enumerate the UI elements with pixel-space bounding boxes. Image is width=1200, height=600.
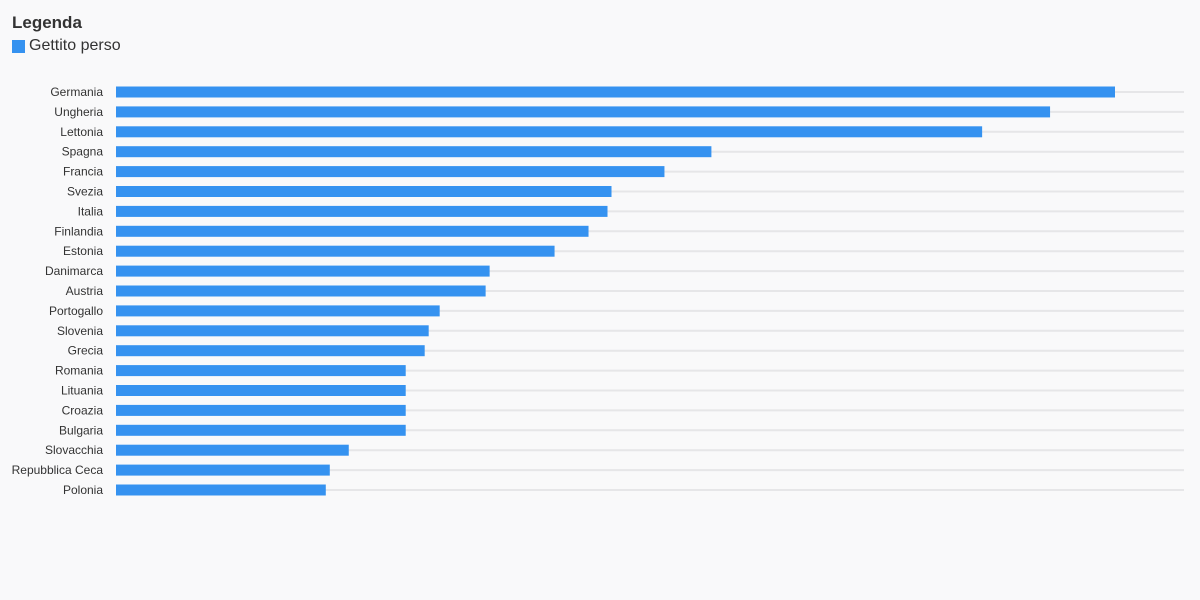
category-label: Bulgaria (59, 423, 103, 437)
category-label: Ungheria (54, 105, 103, 119)
legend-item-gettito-perso[interactable]: Gettito perso (12, 37, 121, 55)
category-label: Danimarca (45, 264, 103, 278)
category-label: Italia (78, 204, 104, 218)
category-label: Lettonia (60, 125, 103, 139)
bar-finlandia[interactable] (116, 225, 589, 237)
bar-spagna[interactable] (116, 146, 712, 158)
category-label: Polonia (63, 483, 103, 497)
bar-croazia[interactable] (116, 404, 406, 416)
legend: Legenda Gettito perso (12, 12, 121, 55)
category-labels: Germania Ungheria Lettonia Spagna Francia Sve… (12, 85, 104, 497)
category-label: Croazia (62, 403, 104, 417)
bar-lituania[interactable] (116, 385, 406, 396)
category-label: Svezia (67, 185, 103, 199)
bar-germania[interactable] (116, 86, 1115, 98)
category-label: Francia (63, 165, 103, 179)
legend-label: Gettito perso (29, 37, 121, 54)
bar-lettonia[interactable] (116, 126, 983, 138)
bar-ungheria[interactable] (116, 106, 1051, 118)
bar-polonia[interactable] (116, 484, 326, 496)
bar-layer (116, 86, 1115, 496)
category-label: Slovacchia (45, 443, 103, 457)
category-label: Portogallo (49, 304, 103, 318)
bar-slovenia[interactable] (116, 325, 429, 337)
category-label: Germania (50, 85, 103, 99)
legend-swatch (12, 39, 25, 53)
category-label: Romania (55, 364, 103, 378)
category-label: Austria (66, 284, 104, 298)
legend-title: Legenda (12, 13, 82, 32)
bar-bulgaria[interactable] (116, 424, 406, 436)
category-label: Slovenia (57, 324, 103, 338)
bar-svezia[interactable] (116, 186, 612, 197)
bar-repubblica-ceca[interactable] (116, 464, 330, 476)
bar-portogallo[interactable] (116, 305, 440, 317)
bar-grecia[interactable] (116, 345, 425, 357)
bar-estonia[interactable] (116, 245, 555, 257)
category-label: Lituania (61, 384, 103, 398)
bar-francia[interactable] (116, 166, 665, 178)
category-label: Estonia (63, 244, 103, 258)
bar-slovacchia[interactable] (116, 444, 349, 456)
category-label: Grecia (68, 344, 104, 358)
category-label: Spagna (62, 145, 104, 159)
bar-italia[interactable] (116, 205, 608, 217)
category-label: Finlandia (54, 224, 103, 238)
category-label: Repubblica Ceca (12, 463, 104, 477)
bar-romania[interactable] (116, 365, 406, 377)
bar-austria[interactable] (116, 285, 486, 297)
bar-danimarca[interactable] (116, 265, 490, 277)
